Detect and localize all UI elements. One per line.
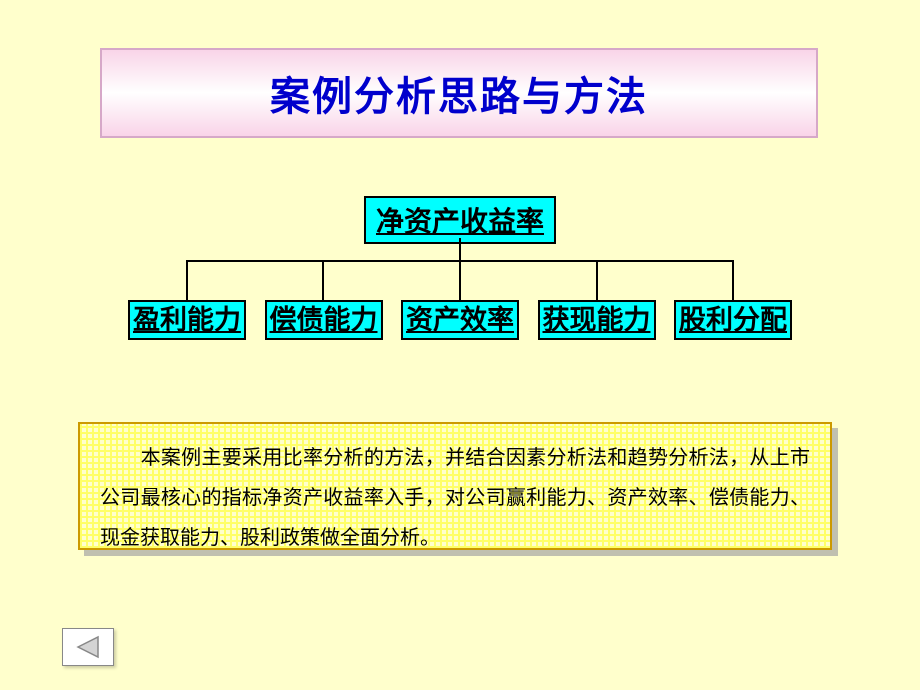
description-box: 本案例主要采用比率分析的方法，并结合因素分析法和趋势分析法，从上市公司最核心的指… [78,422,832,550]
back-button[interactable] [62,628,114,666]
connector-child-vertical [732,260,734,300]
tree-child-node: 盈利能力 [128,300,246,340]
hierarchy-tree: 净资产收益率 盈利能力偿债能力资产效率获现能力股利分配 [128,196,792,356]
tree-child-node: 资产效率 [401,300,519,340]
connector-child-vertical [459,260,461,300]
tree-children-row: 盈利能力偿债能力资产效率获现能力股利分配 [128,300,792,340]
connector-root-vertical [459,238,461,260]
connector-child-vertical [186,260,188,300]
description-text: 本案例主要采用比率分析的方法，并结合因素分析法和趋势分析法，从上市公司最核心的指… [100,447,810,549]
connector-child-vertical [322,260,324,300]
title-box: 案例分析思路与方法 [100,48,818,138]
page-title: 案例分析思路与方法 [270,64,648,122]
triangle-left-icon [74,635,102,659]
tree-root-node: 净资产收益率 [364,196,556,244]
connector-child-vertical [596,260,598,300]
tree-child-node: 偿债能力 [265,300,383,340]
tree-child-node: 获现能力 [538,300,656,340]
tree-child-node: 股利分配 [674,300,792,340]
